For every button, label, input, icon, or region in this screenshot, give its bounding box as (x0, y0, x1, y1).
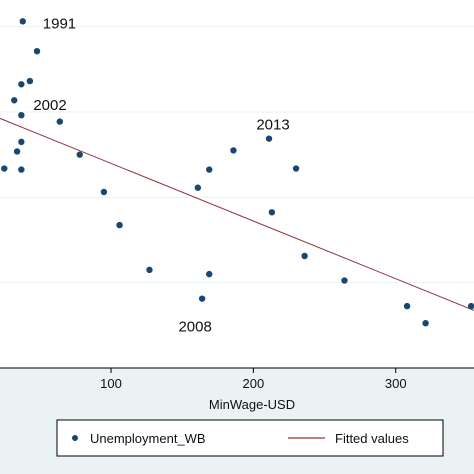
x-axis-ticks: 100 200 300 (100, 368, 407, 391)
data-point-6 (18, 138, 25, 146)
x-tick-label-0: 100 (100, 376, 122, 391)
legend-box (56, 419, 444, 457)
data-point-3 (26, 77, 34, 85)
x-tick-label-1: 200 (243, 376, 265, 391)
x-axis-title: MinWage-USD (209, 397, 295, 412)
data-point-9 (1, 165, 8, 172)
data-points (1, 18, 474, 327)
data-point-7 (13, 148, 21, 155)
data-point-24 (341, 277, 348, 284)
data-point-2 (18, 81, 25, 88)
data-point-5 (18, 112, 25, 119)
data-point-25 (403, 302, 411, 310)
fitted-values-line (0, 117, 474, 311)
annotation-2008: 2008 (178, 319, 211, 336)
data-point-15 (194, 184, 202, 191)
data-point-21 (268, 209, 276, 216)
data-point-13 (116, 221, 123, 229)
x-tick-label-2: 300 (385, 376, 407, 391)
legend-label-unemployment: Unemployment_WB (90, 431, 206, 446)
data-point-20 (265, 135, 273, 142)
plot-area (0, 0, 474, 368)
data-point-11 (76, 151, 83, 158)
annotation-2013: 2013 (256, 117, 289, 134)
legend-point-marker (72, 435, 78, 441)
annotations: 1991 2002 2013 2008 (33, 15, 289, 335)
data-point-19 (230, 147, 237, 154)
legend-label-fitted: Fitted values (335, 431, 409, 446)
data-point-12 (100, 188, 108, 196)
data-point-4 (11, 97, 18, 104)
data-point-1 (33, 48, 41, 55)
data-point-22 (292, 165, 300, 172)
fitted-line-layer (0, 117, 474, 311)
annotation-1991: 1991 (43, 15, 76, 32)
annotation-2002: 2002 (33, 97, 66, 114)
data-point-17 (206, 166, 213, 173)
data-point-10 (56, 118, 63, 125)
data-point-18 (206, 270, 213, 278)
data-point-8 (18, 166, 25, 173)
data-point-26 (422, 320, 429, 327)
data-point-16 (198, 295, 206, 302)
data-point-14 (146, 266, 153, 274)
data-point-0 (19, 18, 26, 25)
legend: Unemployment_WB Fitted values (56, 419, 444, 457)
data-point-27 (467, 302, 474, 310)
data-point-23 (301, 252, 308, 260)
gridlines (0, 26, 474, 284)
